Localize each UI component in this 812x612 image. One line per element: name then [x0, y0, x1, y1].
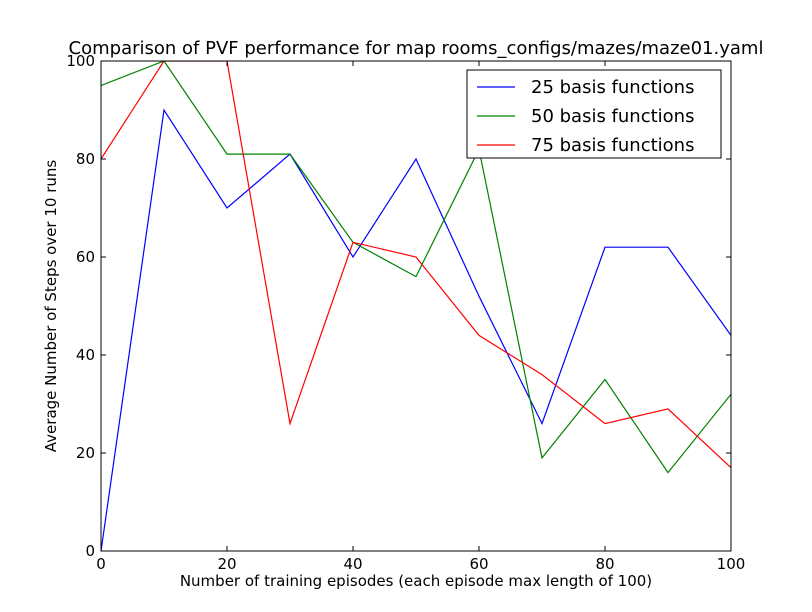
series-line-2 [101, 61, 731, 474]
x-axis: 0 20 40 60 80 100 [96, 61, 745, 573]
x-tick-label: 80 [595, 555, 614, 573]
plot-frame [100, 60, 732, 552]
y-tick-label: 40 [76, 346, 95, 364]
y-axis-label: Average Number of Steps over 10 runs [42, 160, 60, 453]
y-tick-label: 80 [76, 150, 95, 168]
y-axis: 0 20 40 60 80 100 [66, 52, 731, 560]
x-tick-label: 20 [217, 555, 236, 573]
y-tick-label: 20 [76, 444, 95, 462]
series-line-3 [101, 61, 731, 469]
legend-label: 75 basis functions [531, 135, 694, 156]
x-tick-label: 40 [343, 555, 362, 573]
legend-label: 50 basis functions [531, 106, 694, 127]
x-tick-label: 60 [469, 555, 488, 573]
series-lines [101, 61, 731, 551]
series-line-1 [101, 108, 731, 551]
legend-box [466, 69, 722, 159]
legend: 25 basis functions 50 basis functions 75 b… [466, 69, 722, 159]
x-tick-label: 0 [96, 555, 106, 573]
y-tick-label: 60 [76, 248, 95, 266]
y-tick-label: 0 [85, 542, 95, 560]
legend-label: 25 basis functions [531, 77, 694, 98]
x-axis-label: Number of training episodes (each episod… [180, 572, 652, 590]
x-tick-label: 100 [717, 555, 746, 573]
chart-title: Comparison of PVF performance for map ro… [69, 38, 764, 59]
y-tick-label: 100 [66, 52, 95, 70]
